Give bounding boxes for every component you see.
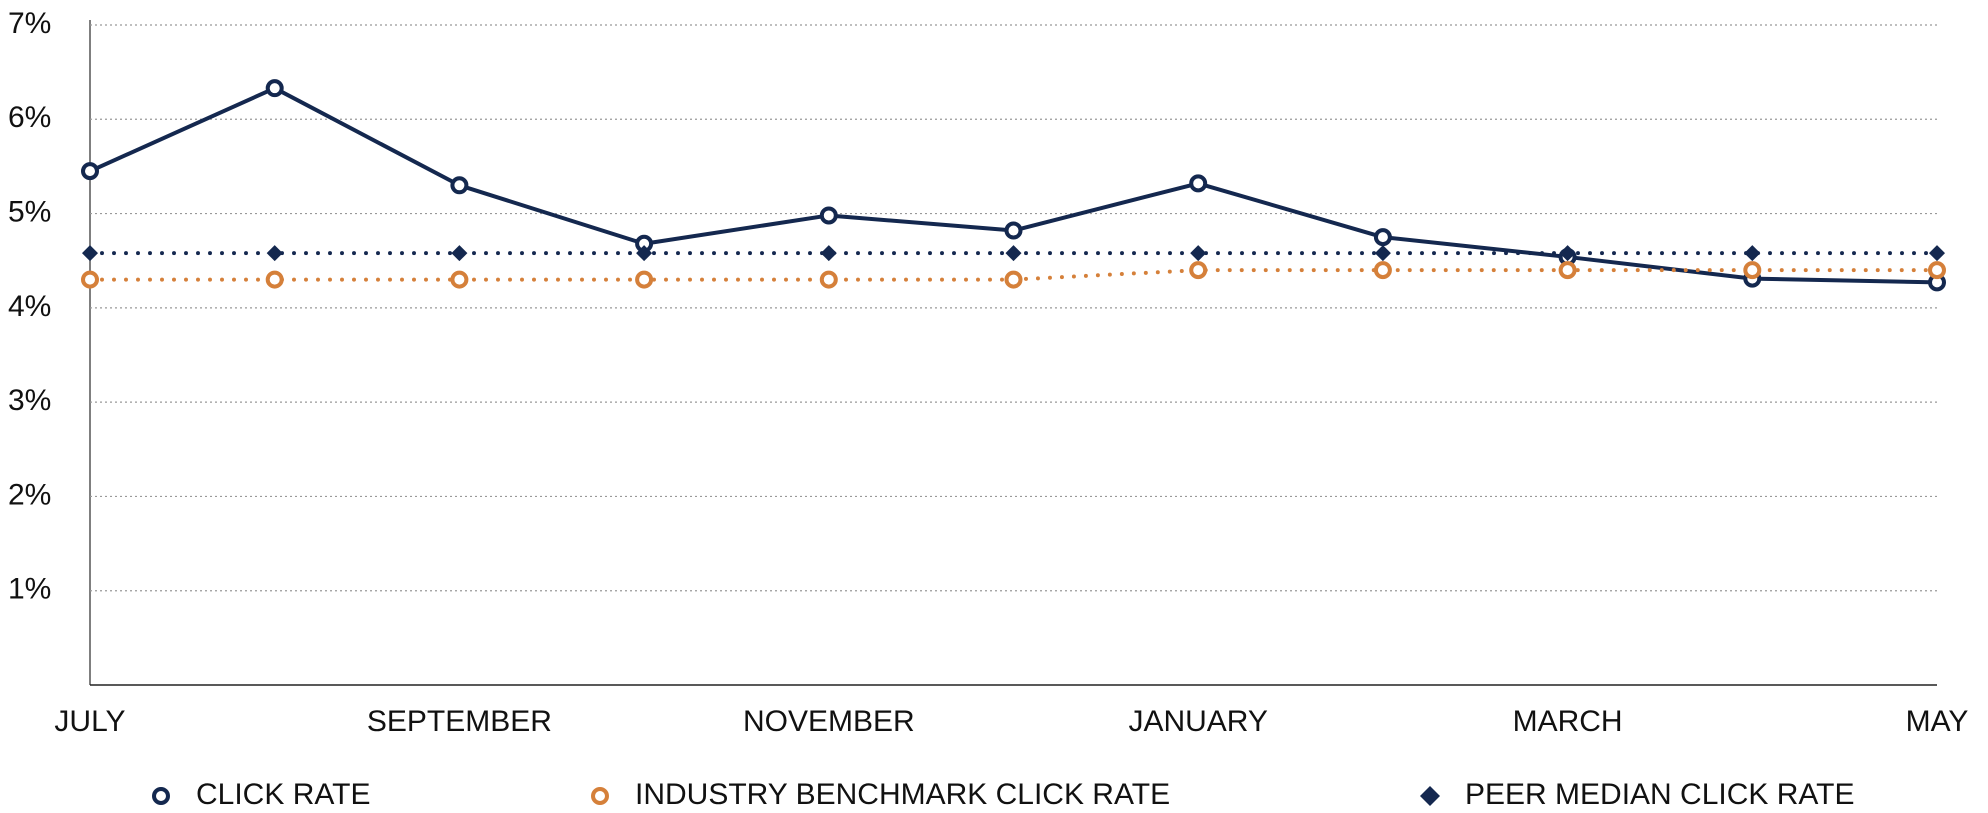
point <box>1373 228 1392 247</box>
point <box>1928 261 1946 280</box>
legend-label: INDUSTRY BENCHMARK CLICK RATE <box>635 778 1170 811</box>
x-tick-label: SEPTEMBER <box>367 705 552 738</box>
x-tick-label: JANUARY <box>1128 705 1267 738</box>
point <box>819 206 838 225</box>
point <box>451 245 468 262</box>
point <box>450 270 469 289</box>
point <box>1004 270 1023 289</box>
point <box>1373 261 1392 280</box>
point <box>450 176 469 195</box>
point <box>1929 245 1945 262</box>
point <box>265 79 284 98</box>
point <box>1005 245 1022 262</box>
point <box>635 270 654 289</box>
point <box>636 245 653 262</box>
x-tick-label: MARCH <box>1513 705 1623 738</box>
legend-marker <box>1420 786 1440 806</box>
point <box>1004 221 1023 240</box>
point <box>1559 245 1576 262</box>
point <box>266 245 283 262</box>
point <box>819 270 838 289</box>
point <box>820 245 837 262</box>
legend-label: CLICK RATE <box>196 778 370 811</box>
legend-marker <box>152 787 170 805</box>
point <box>1189 261 1208 280</box>
x-tick-label: JULY <box>54 705 125 738</box>
point <box>1374 245 1391 262</box>
legend-label: PEER MEDIAN CLICK RATE <box>1465 778 1855 811</box>
point <box>265 270 284 289</box>
y-tick-label: 7% <box>8 7 51 40</box>
point <box>1190 245 1207 262</box>
point <box>81 270 99 289</box>
point <box>1558 261 1577 280</box>
x-tick-label: MAY <box>1906 705 1969 738</box>
y-tick-label: 4% <box>8 290 51 323</box>
y-tick-label: 5% <box>8 195 51 228</box>
legend-marker <box>591 787 609 805</box>
point <box>1189 174 1208 193</box>
point <box>81 162 99 181</box>
y-tick-label: 1% <box>8 573 51 606</box>
point <box>82 245 98 262</box>
y-tick-label: 6% <box>8 101 51 134</box>
x-tick-label: NOVEMBER <box>743 705 915 738</box>
y-tick-label: 3% <box>8 384 51 417</box>
point <box>1744 245 1761 262</box>
y-tick-label: 2% <box>8 478 51 511</box>
point <box>1743 261 1762 280</box>
